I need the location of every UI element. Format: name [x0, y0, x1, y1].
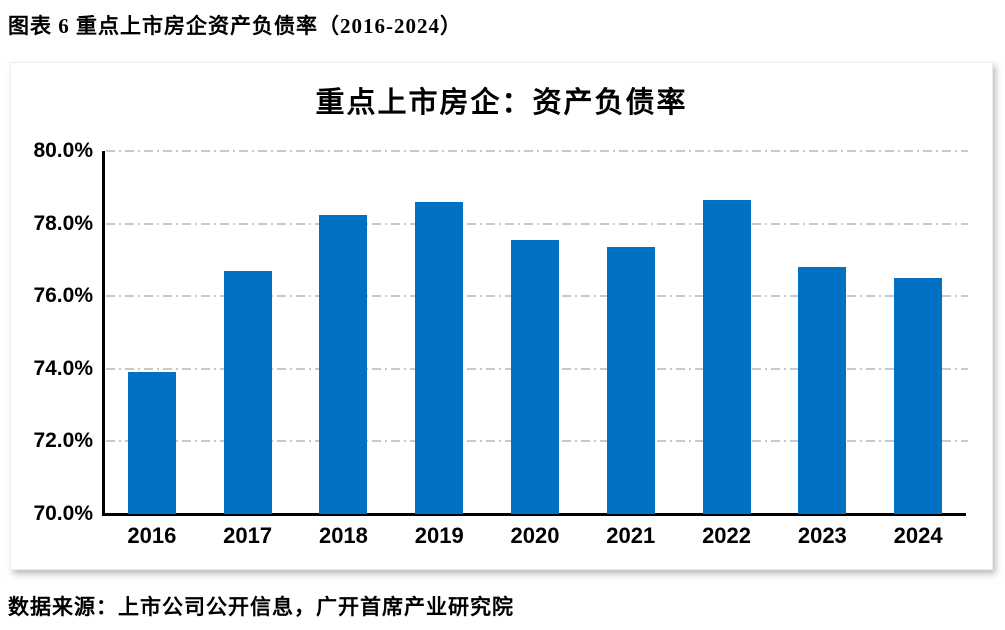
x-tick-label-2017: 2017	[223, 523, 273, 548]
bar-2020	[511, 239, 559, 514]
y-tick-label: 78.0%	[33, 211, 93, 235]
gridline-78.0%	[106, 222, 968, 225]
gridline-80.0%	[106, 150, 968, 152]
bar-2021	[606, 247, 655, 514]
x-tick-label-2021: 2021	[606, 523, 656, 548]
y-tick-label: 74.0%	[33, 356, 93, 380]
bar-2016	[127, 372, 176, 514]
x-tick-label-2023: 2023	[797, 523, 847, 548]
y-tick-label: 70.0%	[33, 502, 93, 525]
x-tick-label-2018: 2018	[318, 523, 368, 548]
x-tick-label-2019: 2019	[414, 523, 464, 548]
x-tick-label-2020: 2020	[510, 523, 560, 548]
x-axis-line	[102, 513, 966, 516]
bar-2022	[702, 200, 751, 514]
bar-2024	[894, 278, 943, 514]
bar-2018	[319, 214, 368, 514]
bar-2019	[415, 201, 464, 514]
x-tick-label-2024: 2024	[893, 523, 943, 548]
bar-2017	[223, 270, 272, 514]
chart-card: 重点上市房企：资产负债率 70.0% 72.0% 74.0% 76.0% 78.0% 80…	[10, 62, 993, 570]
chart-title: 重点上市房企：资产负债率	[315, 87, 688, 119]
y-axis-line	[102, 151, 105, 516]
x-tick-label-2016: 2016	[127, 523, 177, 548]
data-source-note: 数据来源：上市公司公开信息，广开首席产业研究院	[8, 595, 514, 619]
y-tick-label: 76.0%	[33, 284, 93, 308]
y-tick-label: 72.0%	[33, 429, 93, 453]
plot-area	[102, 150, 968, 516]
x-tick-label-2022: 2022	[702, 523, 752, 548]
bar-2023	[798, 267, 847, 514]
y-tick-label: 80.0%	[33, 139, 93, 162]
figure-caption: 图表 6 重点上市房企资产负债率（2016-2024）	[8, 14, 462, 38]
